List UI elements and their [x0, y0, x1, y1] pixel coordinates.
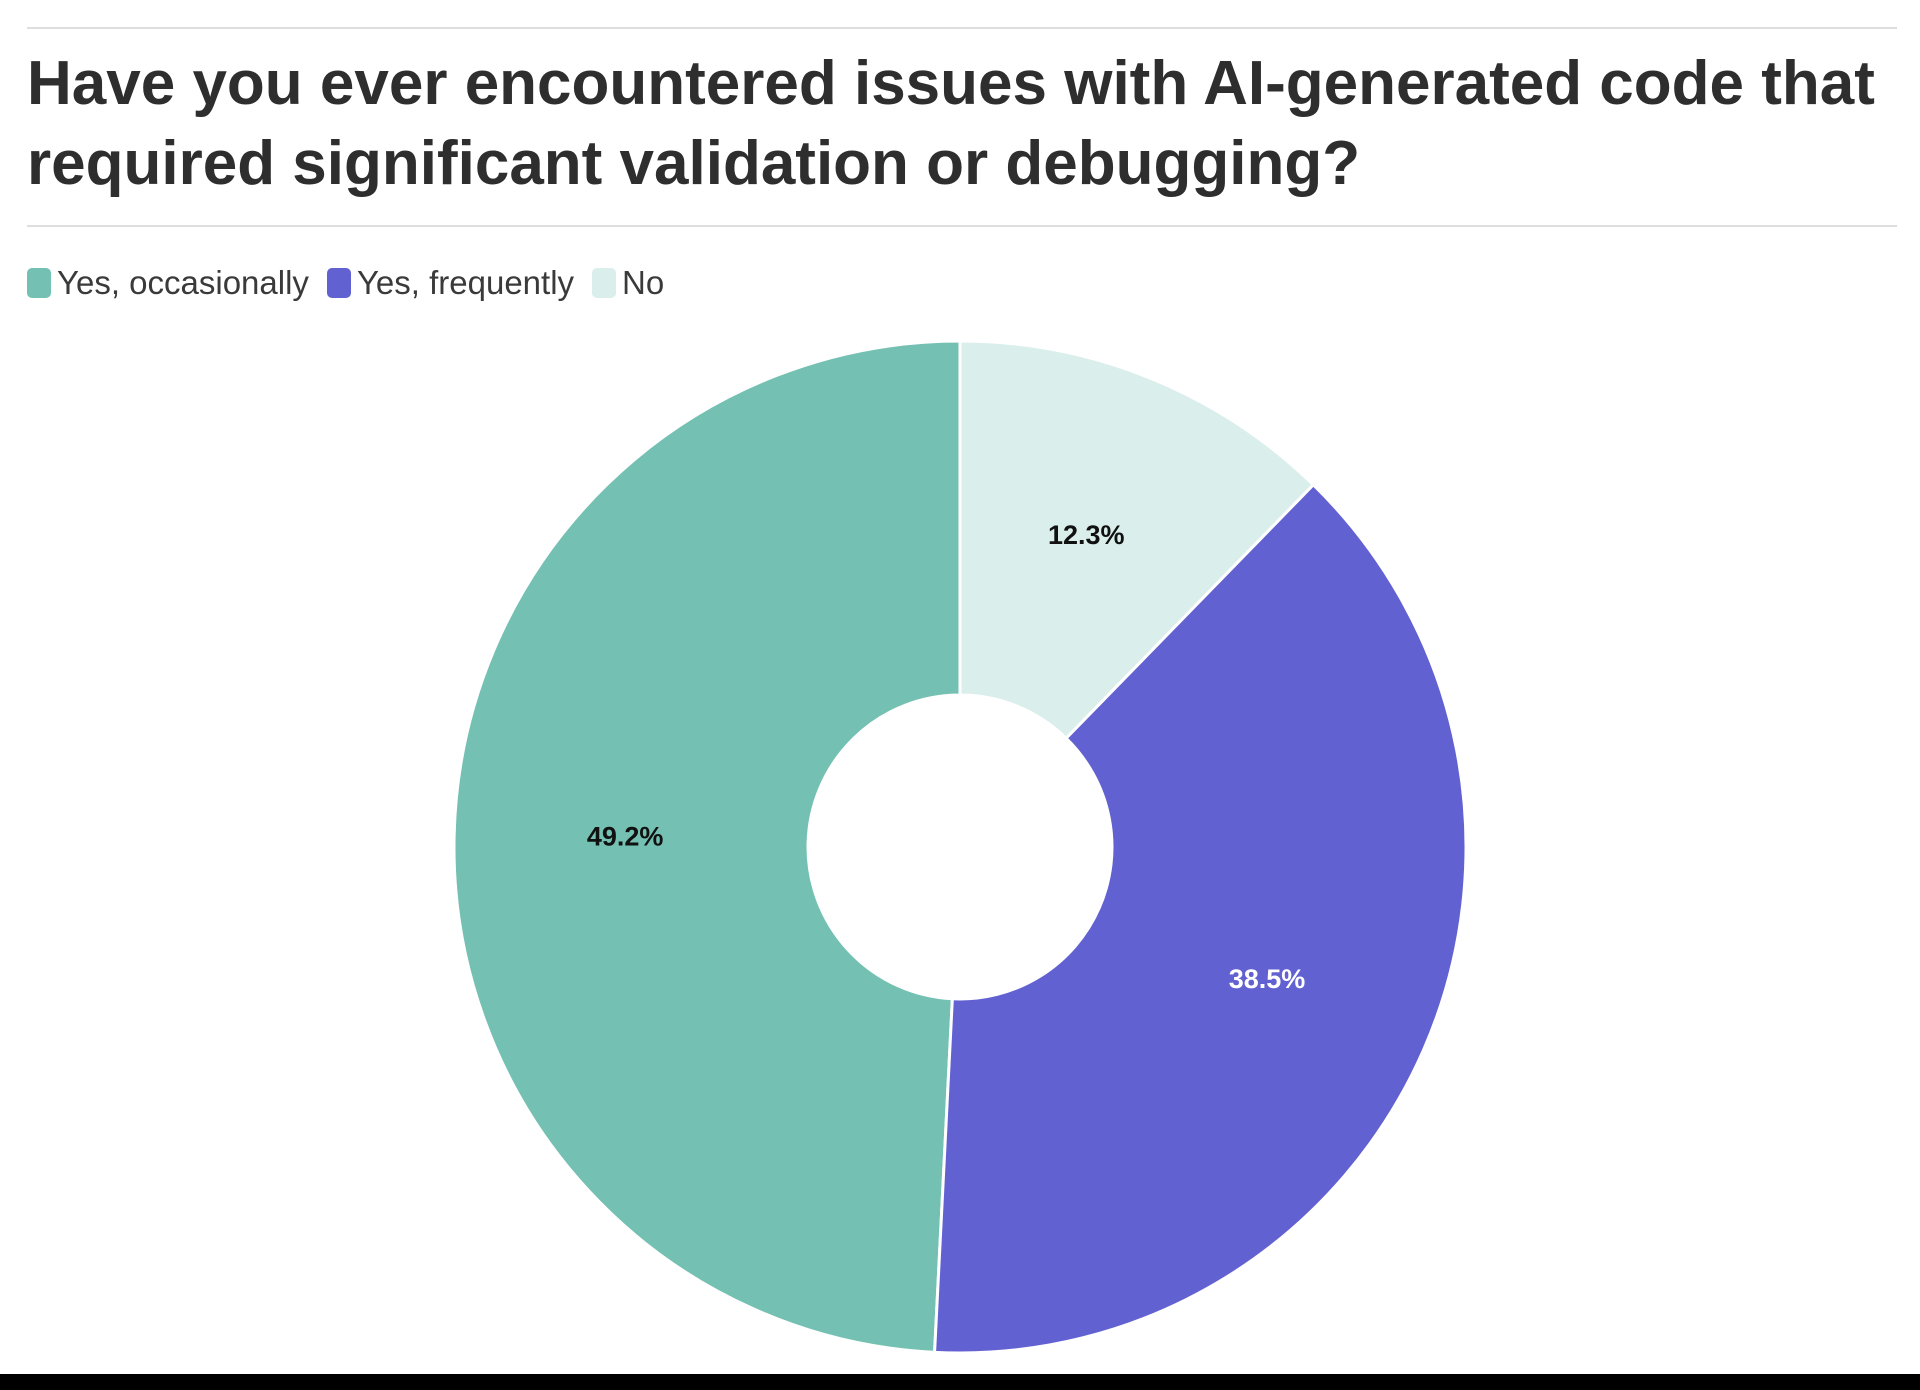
legend-label: No — [622, 264, 665, 301]
legend-item: Yes, frequently — [326, 264, 575, 302]
slice — [933, 482, 1468, 1355]
chart-title: Have you ever encountered issues with AI… — [27, 49, 1875, 198]
slice — [452, 339, 962, 1354]
legend-swatch — [326, 268, 351, 298]
legend-swatch — [27, 268, 51, 298]
bottom-bar — [0, 1374, 1920, 1390]
legend-item: No — [592, 264, 664, 302]
legend-label: Yes, occasionally — [57, 264, 309, 301]
slice — [958, 339, 1316, 741]
value-label: 38.5% — [1229, 964, 1306, 994]
value-label: 49.2% — [587, 822, 664, 852]
legend-swatch — [592, 268, 617, 298]
title-rule — [27, 225, 1897, 227]
legend-label: Yes, frequently — [356, 264, 575, 301]
value-label: 12.3% — [1048, 520, 1125, 550]
legend: Yes, occasionally Yes, frequently No — [27, 264, 664, 302]
top-rule — [27, 27, 1897, 29]
legend-item: Yes, occasionally — [27, 264, 309, 302]
